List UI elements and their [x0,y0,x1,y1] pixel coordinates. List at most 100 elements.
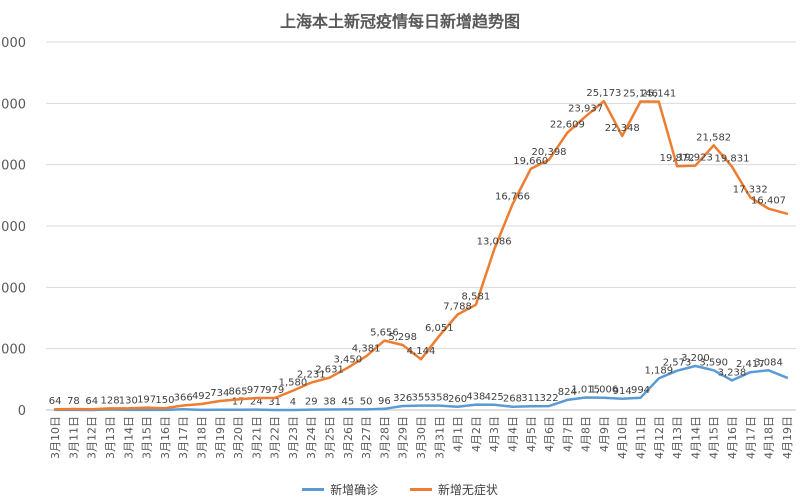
data-label: 3,200 [681,353,710,364]
data-label: 326 [393,393,412,404]
data-label: 25,146 [623,89,658,100]
data-label: 366 [174,393,193,404]
series-line-asymptomatic [53,99,789,411]
legend-item-confirmed[interactable]: 新增确诊 [302,481,378,498]
data-label: 7,788 [443,301,472,312]
data-label: 64 [49,396,62,407]
data-label: 1,189 [644,365,673,376]
x-tick-label: 4月12日 [653,416,666,459]
x-tick-label: 4月14日 [689,416,702,459]
data-label: 4,144 [407,346,436,357]
data-label: 19,831 [714,154,749,165]
y-tick-label: 15,000 [0,220,26,235]
x-tick-label: 4月3日 [488,416,501,452]
x-tick-label: 4月16日 [726,416,739,459]
data-label: 13,086 [477,236,512,247]
x-tick-label: 3月10日 [49,416,62,459]
data-label: 824 [558,387,577,398]
x-tick-label: 3月23日 [287,416,300,459]
data-label: 22,609 [550,120,585,131]
data-label: 425 [485,392,504,403]
series-line-confirmed [53,364,789,412]
x-tick-label: 3月11日 [67,416,80,459]
x-tick-label: 4月2日 [470,416,483,452]
x-tick-label: 4月17日 [744,416,757,459]
data-label: 4 [290,397,296,408]
x-tick-label: 3月21日 [250,416,263,459]
data-label: 2,417 [736,359,765,370]
data-label: 1,580 [279,378,308,389]
data-label: 25,141 [641,89,676,100]
data-label: 38 [323,397,336,408]
data-label: 6,051 [425,323,454,334]
data-label: 21,582 [696,132,731,143]
data-label: 50 [360,396,373,407]
x-tick-label: 3月20日 [232,416,245,459]
data-label: 19,660 [513,156,548,167]
x-tick-label: 3月17日 [177,416,190,459]
legend-item-asymptomatic[interactable]: 新增无症状 [409,481,498,498]
legend-label-asymptomatic: 新增无症状 [437,483,498,497]
data-label: 31 [268,397,281,408]
x-tick-label: 3月28日 [378,416,391,459]
chart-legend: 新增确诊 新增无症状 [0,480,800,498]
data-label: 358 [430,393,449,404]
y-tick-label: 20,000 [0,159,26,174]
data-label: 865 [229,386,248,397]
x-tick-label: 4月9日 [598,416,611,452]
legend-swatch-asymptomatic [409,488,432,491]
data-label: 128 [100,395,119,406]
data-label: 355 [411,393,430,404]
data-label: 3,084 [754,357,783,368]
data-label: 2,231 [297,370,326,381]
data-label: 19,872 [660,153,695,164]
data-label: 22,348 [605,123,640,134]
x-tick-label: 4月15日 [708,416,721,459]
data-label: 979 [265,385,284,396]
x-tick-label: 4月4日 [506,416,519,452]
data-label: 2,573 [663,358,692,369]
y-tick-label: 5,000 [0,343,26,358]
x-tick-label: 3月29日 [397,416,410,459]
data-label: 268 [503,394,522,405]
data-label: 1,015 [571,385,600,396]
x-tick-label: 3月25日 [324,416,337,459]
x-tick-label: 3月19日 [214,416,227,459]
x-tick-label: 3月18日 [195,416,208,459]
legend-label-confirmed: 新增确诊 [330,483,379,497]
data-label: 17 [232,397,245,408]
x-tick-label: 3月22日 [269,416,282,459]
x-tick-label: 3月15日 [141,416,154,459]
x-tick-label: 4月11日 [635,416,648,459]
x-tick-label: 3月13日 [104,416,117,459]
data-label: 20,398 [532,147,567,158]
data-label: 4,381 [352,343,381,354]
x-tick-label: 4月6日 [543,416,556,452]
data-label: 438 [466,392,485,403]
x-tick-label: 4月18日 [763,416,776,459]
x-tick-label: 3月30日 [415,416,428,459]
x-tick-label: 4月7日 [561,416,574,452]
x-tick-label: 4月13日 [671,416,684,459]
data-label: 914 [613,386,632,397]
x-tick-label: 3月31日 [433,416,446,459]
y-tick-label: 10,000 [0,281,26,296]
data-label: 64 [85,396,98,407]
data-label: 16,766 [495,191,530,202]
data-label: 25,173 [586,88,621,99]
data-label: 197 [137,395,156,406]
data-label: 322 [540,393,559,404]
data-label: 19,923 [678,153,713,164]
x-tick-label: 4月5日 [525,416,538,452]
data-label: 3,590 [699,357,728,368]
y-tick-label: 25,000 [0,97,26,112]
data-label: 3,238 [718,367,747,378]
data-label: 150 [155,395,174,406]
data-label: 977 [247,385,266,396]
x-tick-label: 3月12日 [86,416,99,459]
data-label: 29 [305,397,318,408]
x-tick-label: 3月26日 [342,416,355,459]
x-tick-label: 3月14日 [122,416,135,459]
